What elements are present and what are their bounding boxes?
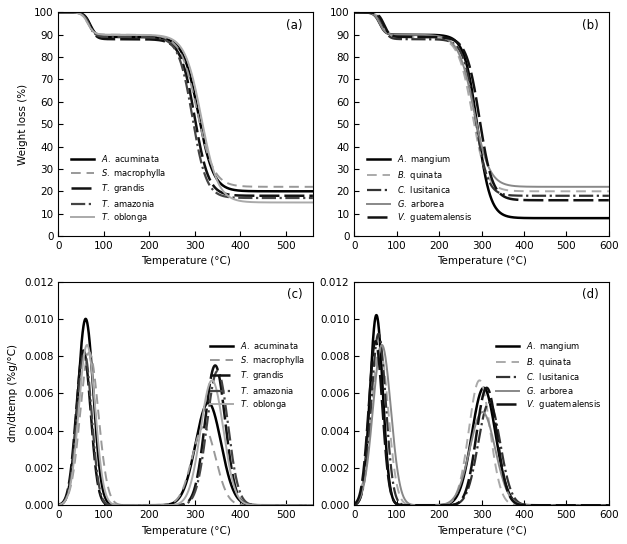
Legend: $\it{A.}$ acuminata, $\it{S.}$ macrophylla, $\it{T.}$ grandis, $\it{T.}$ amazoni: $\it{A.}$ acuminata, $\it{S.}$ macrophyl… <box>207 337 308 415</box>
Text: (c): (c) <box>287 288 303 301</box>
Legend: $\it{A.}$ mangium, $\it{B.}$ quinata, $\it{C.}$ lusitanica, $\it{G.}$ arborea, $: $\it{A.}$ mangium, $\it{B.}$ quinata, $\… <box>492 337 604 415</box>
Text: (d): (d) <box>582 288 599 301</box>
Y-axis label: Weight loss (%): Weight loss (%) <box>18 84 28 165</box>
Legend: $\it{A.}$ acuminata, $\it{S.}$ macrophylla, $\it{T.}$ grandis, $\it{T.}$ amazoni: $\it{A.}$ acuminata, $\it{S.}$ macrophyl… <box>68 150 170 227</box>
Text: (b): (b) <box>582 19 599 32</box>
X-axis label: Temperature (°C): Temperature (°C) <box>436 256 527 267</box>
X-axis label: Temperature (°C): Temperature (°C) <box>140 256 231 267</box>
Y-axis label: dm/dtemp (%g/°C): dm/dtemp (%g/°C) <box>8 344 18 442</box>
X-axis label: Temperature (°C): Temperature (°C) <box>140 526 231 536</box>
Legend: $\it{A.}$ mangium, $\it{B.}$ quinata, $\it{C.}$ lusitanica, $\it{G.}$ arborea, $: $\it{A.}$ mangium, $\it{B.}$ quinata, $\… <box>364 150 476 227</box>
X-axis label: Temperature (°C): Temperature (°C) <box>436 526 527 536</box>
Text: (a): (a) <box>286 19 303 32</box>
